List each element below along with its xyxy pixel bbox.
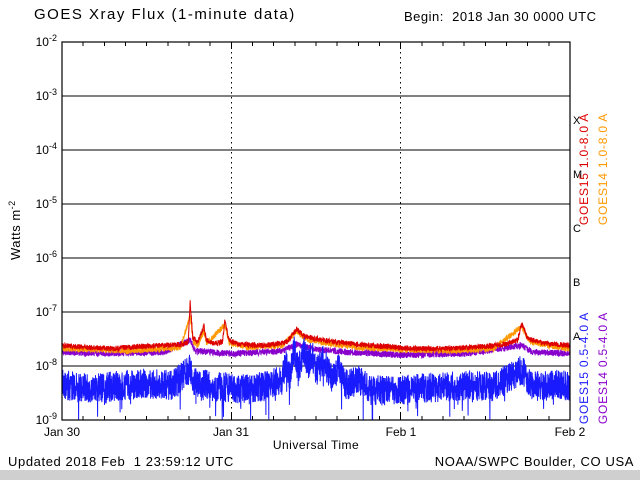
x-tick-feb2: Feb 2 xyxy=(554,425,586,439)
legend-goes15-long: GOES15 1.0-8.0 A xyxy=(577,112,591,226)
flare-class-a: A xyxy=(573,331,581,343)
svg-text:10-6: 10-6 xyxy=(36,249,57,265)
svg-text:10-4: 10-4 xyxy=(36,141,57,157)
credit-line: NOAA/SWPC Boulder, CO USA xyxy=(434,454,634,469)
flare-class-x: X xyxy=(573,115,581,127)
series-traces xyxy=(62,300,570,420)
x-axis-label: Universal Time xyxy=(272,438,360,452)
legend-goes15-short: GOES15 0.5-4.0 A xyxy=(577,311,591,425)
svg-text:10-5: 10-5 xyxy=(36,195,57,211)
window-edge-strip xyxy=(0,470,640,480)
series-goes15-0-5-4-0-a xyxy=(62,336,570,420)
series-goes15-1-0-8-0-a xyxy=(62,300,570,354)
flare-class-m: M xyxy=(573,169,583,181)
chart-title: GOES Xray Flux (1-minute data) xyxy=(34,6,296,23)
begin-timestamp: Begin: 2018 Jan 30 0000 UTC xyxy=(404,9,597,24)
svg-text:10-9: 10-9 xyxy=(36,411,57,427)
y-tick-labels: 10-2 10-3 10-4 10-5 10-6 10-7 10-8 10-9 xyxy=(36,33,57,427)
x-tick-jan31: Jan 31 xyxy=(212,425,250,439)
svg-text:10-2: 10-2 xyxy=(36,33,57,49)
legend-goes14-long: GOES14 1.0-8.0 A xyxy=(596,112,610,226)
legend-goes14-short: GOES14 0.5-4.0 A xyxy=(596,311,610,425)
h-gridlines xyxy=(62,95,570,367)
x-tick-jan30: Jan 30 xyxy=(43,425,81,439)
flare-class-b: B xyxy=(573,277,581,289)
updated-timestamp: Updated 2018 Feb 1 23:59:12 UTC xyxy=(8,454,234,469)
x-tick-feb1: Feb 1 xyxy=(385,425,417,439)
svg-text:10-7: 10-7 xyxy=(36,303,57,319)
y-axis-label: Watts m-2 xyxy=(6,200,24,261)
flare-class-c: C xyxy=(573,223,581,235)
svg-text:10-8: 10-8 xyxy=(36,357,57,373)
svg-text:10-3: 10-3 xyxy=(36,87,57,103)
axis-ticks xyxy=(61,41,571,421)
